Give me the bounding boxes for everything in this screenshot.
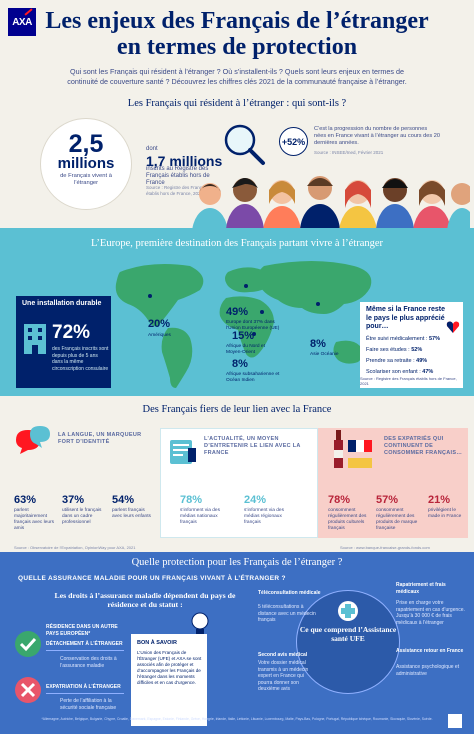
check-icon xyxy=(15,631,41,657)
service-return-title: Assistance retour en France xyxy=(396,648,464,654)
service-teleconsultation-title: Téléconsultation médicale xyxy=(258,590,321,596)
news-stat-caption: s’informent via des médias régionaux fra… xyxy=(244,508,284,525)
news-stat-caption: s’informent via des médias nationaux fra… xyxy=(180,508,220,525)
section2-heading: L’Europe, première destination des Franç… xyxy=(90,238,384,249)
consumption-stat-caption: privilégient le made in France xyxy=(428,508,462,519)
region-africa-label: Afrique subsaharienne et Océan Indien xyxy=(226,372,280,383)
page-title: Les enjeux des Français de l’étranger en… xyxy=(45,8,429,60)
divider xyxy=(46,693,124,694)
building-icon xyxy=(24,324,46,354)
registered-number: 1,7 millions xyxy=(146,153,223,169)
case-lose-rights: Perte de l’affiliation à la sécurité soc… xyxy=(60,698,117,711)
big-number-circle xyxy=(40,118,132,210)
good-to-know-text: L’Union des Français de l’Étranger (UFE)… xyxy=(137,650,202,685)
consumption-stat-pct: 57% xyxy=(376,494,399,506)
region-mena-pct: 15% xyxy=(232,330,255,342)
region-europe-label: Europe dont 37% dans l’Union Européenne … xyxy=(226,320,280,331)
case-detachment: DÉTACHEMENT À L’ÉTRANGER xyxy=(46,641,123,647)
durable-installation-pct: 72% xyxy=(52,322,91,343)
region-europe-pct: 49% xyxy=(226,306,249,318)
registered-caption: inscrits au Registre des Français établi… xyxy=(146,166,210,186)
growth-circle xyxy=(279,127,308,156)
service-second-opinion-text: Votre dossier médical transmis à un méde… xyxy=(258,660,309,692)
section4-heading: Quelle protection pour les Français de l… xyxy=(131,557,343,568)
language-stat-caption: parlent majoritairement français avec le… xyxy=(14,508,54,531)
registered-source: Source : Registre des Français établis h… xyxy=(146,185,208,196)
world-map xyxy=(115,261,372,388)
preference-item: Scolariser son enfant : 47% xyxy=(366,369,434,375)
language-stat-caption: parlent français avec leurs enfants xyxy=(112,508,151,519)
dont-label: dont xyxy=(146,146,158,152)
growth-source: Source : INSEE/Ined, Février 2021 xyxy=(314,150,384,155)
service-return-text: Assistance psychologique et administrati… xyxy=(396,664,460,677)
durable-installation-title: Une installation durable xyxy=(22,300,102,307)
good-to-know-card xyxy=(131,634,207,726)
region-asia-pct: 8% xyxy=(310,338,326,350)
divider xyxy=(46,650,124,651)
preference-item: Faire ses études : 52% xyxy=(366,347,423,353)
preference-item: Être suivi médicalement : 57% xyxy=(366,336,440,342)
good-to-know-title: BON À SAVOIR xyxy=(137,640,177,646)
news-stat-pct: 78% xyxy=(180,494,203,506)
intro-text: Qui sont les Français qui résident à l’é… xyxy=(67,67,407,86)
magnifier-icon xyxy=(224,124,265,165)
axa-footer-logo xyxy=(448,714,462,728)
region-asia-label: Asie Océanie xyxy=(310,352,339,357)
news-title: L’ACTUALITÉ, UN MOYEN D’ENTRETENIR LE LI… xyxy=(204,436,301,456)
language-stat-pct: 54% xyxy=(112,494,135,506)
consumption-stat-pct: 21% xyxy=(428,494,451,506)
region-americas-pct: 20% xyxy=(148,318,171,330)
section1-heading: Les Français qui résident à l’étranger :… xyxy=(127,98,347,109)
service-teleconsultation-text: 5 téléconsultations à distance avec un m… xyxy=(258,604,316,623)
growth-value: +52% xyxy=(281,137,306,147)
health-insurance-question: QUELLE ASSURANCE MALADIE POUR UN FRANÇAI… xyxy=(18,575,286,582)
france-preference-card xyxy=(360,302,463,388)
consumption-title: DES EXPATRIÉS QUI CONTINUENT DE CONSOMME… xyxy=(384,436,463,456)
lightbulb-icon xyxy=(191,612,209,635)
consumption-stat-pct: 78% xyxy=(328,494,351,506)
france-preference-title: Même si la France reste le pays le plus … xyxy=(366,306,445,330)
service-second-opinion-title: Second avis médical xyxy=(258,652,308,658)
news-stat-pct: 24% xyxy=(244,494,267,506)
heart-flag-icon xyxy=(446,321,460,333)
region-africa-pct: 8% xyxy=(232,358,248,370)
consumption-stat-caption: consomment régulièrement des produits cu… xyxy=(328,508,367,531)
medical-cross-icon xyxy=(338,601,358,621)
region-mena-label: Afrique du Nord et Moyen-Orient xyxy=(226,344,265,355)
ufe-assistance-label: Ce que comprend l’Assistance santé UFE xyxy=(299,625,397,643)
durable-installation-caption: des Français inscrits sont depuis plus d… xyxy=(52,346,109,372)
language-stat-pct: 63% xyxy=(14,494,37,506)
language-title: LA LANGUE, UN MARQUEUR FORT D’IDENTITÉ xyxy=(58,432,142,445)
speech-bubbles-icon xyxy=(16,426,50,454)
big-number-caption: de Français vivent à l’étranger xyxy=(60,173,112,186)
crowd-illustration xyxy=(192,176,470,228)
consumption-stat-caption: consomment régulièrement des produits de… xyxy=(376,508,418,531)
service-repatriation-text: Prise en charge votre rapatriement en ca… xyxy=(396,600,465,626)
section3-heading: Des Français fiers de leur lien avec la … xyxy=(142,404,332,415)
case-keep-rights: Conservation des droits à l’assurance ma… xyxy=(60,656,117,669)
language-stat-caption: utilisent le français dans un cadre prof… xyxy=(62,508,102,525)
big-number-unit: millions xyxy=(57,155,115,172)
france-preference-list: Être suivi médicalement : 57% Faire ses … xyxy=(366,334,458,378)
tablet-icon xyxy=(170,440,196,464)
case-residence-eu: RÉSIDENCE DANS UN AUTRE PAYS EUROPÉEN* xyxy=(46,624,118,637)
growth-caption: C’est la progression du nombre de person… xyxy=(314,126,440,146)
map-source: Source : Registre des Français établis h… xyxy=(360,376,457,386)
preference-item: Prendre sa retraite : 49% xyxy=(366,358,428,364)
big-number: 2,5 xyxy=(68,130,104,158)
language-stat-pct: 37% xyxy=(62,494,85,506)
health-insurance-subtitle: Les droits à l’assurance maladie dépende… xyxy=(54,591,236,609)
eu-countries-footnote: *Allemagne, Autriche, Belgique, Bulgarie… xyxy=(41,717,433,721)
section3-source: Source : Observatoire de l’Expatriation,… xyxy=(14,545,136,550)
case-expatriation: EXPATRIATION À L’ÉTRANGER xyxy=(46,684,121,690)
wine-bottle-icon xyxy=(334,430,372,468)
service-repatriation-title: Rapatriement et frais médicaux xyxy=(396,582,446,595)
cross-icon xyxy=(15,677,41,703)
section3-source-2: Source : www.banque-francaise-grands-fon… xyxy=(340,545,430,550)
region-americas-label: Amériques xyxy=(148,333,171,338)
axa-logo: AXA xyxy=(8,8,36,36)
